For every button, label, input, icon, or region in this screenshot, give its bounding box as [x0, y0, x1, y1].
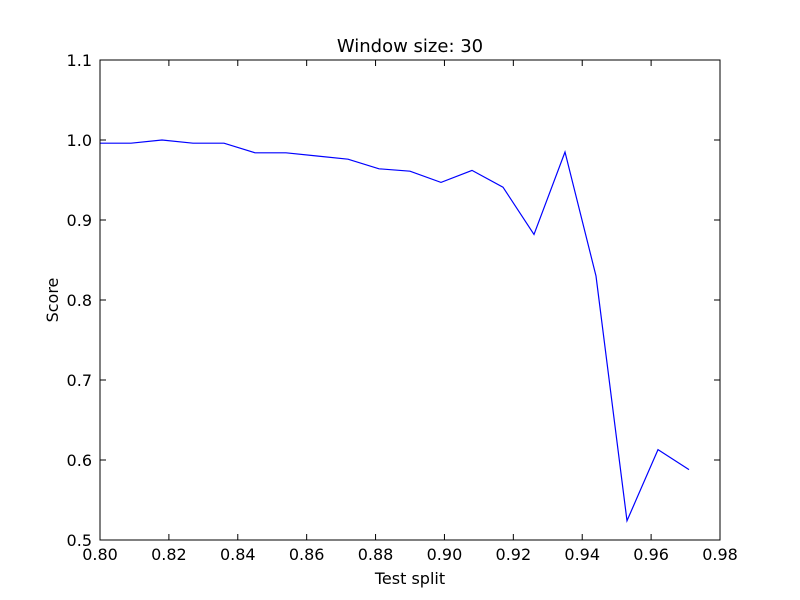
x-axis-label: Test split: [374, 569, 445, 588]
x-tick-label: 0.86: [289, 545, 325, 564]
y-tick-label: 0.6: [67, 451, 92, 470]
series-line: [100, 139, 690, 524]
x-tick-label: 0.84: [220, 545, 256, 564]
y-tick-label: 1.0: [67, 131, 92, 150]
x-tick-label: 0.98: [702, 545, 738, 564]
series-layer: [100, 139, 690, 524]
axis-ticks: 0.80 0.82 0.84 0.86 0.88 0.90 0.92 0.94 0.96 0.98…: [67, 51, 738, 564]
y-tick-label: 0.7: [67, 371, 92, 390]
y-tick-label: 0.9: [67, 211, 92, 230]
x-tick-label: 0.92: [496, 545, 532, 564]
y-tick-label: 1.1: [67, 51, 92, 70]
x-tick-label: 0.82: [151, 545, 187, 564]
y-tick-label: 0.8: [67, 291, 92, 310]
x-tick-label: 0.80: [82, 545, 118, 564]
x-tick-label: 0.88: [358, 545, 394, 564]
chart-title: Window size: 30: [337, 36, 483, 57]
x-tick-label: 0.96: [633, 545, 669, 564]
y-tick-label: 0.5: [67, 531, 92, 550]
y-axis-label: Score: [43, 278, 62, 323]
x-tick-label: 0.94: [564, 545, 600, 564]
plot-frame: [99, 59, 721, 541]
x-tick-label: 0.90: [427, 545, 463, 564]
